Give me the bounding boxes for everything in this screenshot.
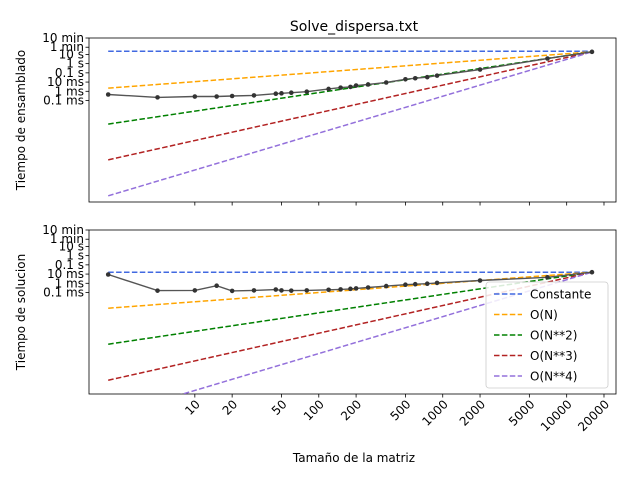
reference-line-o-n-3	[108, 51, 593, 161]
measured-point	[288, 288, 294, 293]
y-tick-label: 0.1 ms	[43, 94, 84, 108]
measured-point	[545, 274, 550, 280]
chart-title: Solve_dispersa.txt	[290, 19, 419, 35]
y-axis-label: Tiempo de solucion	[14, 254, 28, 371]
y-tick-label: 0.1 ms	[43, 286, 84, 300]
y-tick-label: 1 min	[50, 232, 84, 246]
measured-point	[192, 94, 198, 99]
legend-label: O(N)	[530, 308, 558, 322]
measured-point	[434, 73, 440, 78]
y-axis-label: Tiempo de ensamblado	[14, 50, 28, 192]
measured-point	[288, 90, 294, 96]
x-tick-label: 100	[301, 397, 327, 423]
x-axis-label: Tamaño de la matriz	[292, 451, 415, 465]
measured-point	[105, 92, 111, 97]
x-tick-label: 20	[220, 397, 241, 418]
legend-frame	[485, 281, 609, 389]
measured-point	[424, 74, 430, 80]
y-tick-label: 1 min	[50, 40, 84, 54]
y-tick-label: 10 min	[42, 223, 84, 237]
measured-point	[477, 278, 483, 283]
measured-point	[229, 93, 235, 99]
y-tick-label: 1 ms	[55, 276, 84, 290]
measured-point	[434, 280, 440, 286]
reference-line-o-n	[108, 271, 593, 309]
measured-point	[412, 75, 418, 81]
legend-label: O(N**3)	[530, 349, 577, 363]
measured-point	[304, 89, 310, 95]
measured-point	[338, 85, 343, 90]
x-tick-label: 50	[269, 397, 290, 418]
reference-line-o-n	[108, 51, 593, 89]
y-tick-label: 10 s	[59, 239, 84, 253]
reference-line-o-n-4	[107, 51, 593, 197]
x-tick-label: 5000	[506, 397, 537, 428]
plot-frame	[88, 37, 617, 203]
legend: Constante O(N) O(N**2) O(N**3) O(N**4)	[485, 281, 609, 389]
measured-point	[326, 86, 331, 92]
measured-point	[304, 288, 310, 293]
measured-point	[279, 288, 284, 293]
measured-point	[424, 281, 430, 287]
measured-point	[273, 91, 279, 96]
x-tick-label: 2000	[457, 397, 488, 428]
measured-point	[214, 283, 219, 288]
measured-point	[251, 93, 257, 98]
y-tick-label: 10 min	[42, 31, 84, 45]
measured-point	[229, 288, 235, 294]
measured-point	[338, 287, 343, 292]
measured-point	[348, 84, 353, 90]
x-tick-label: 1000	[419, 397, 450, 428]
y-tick-label: 1 ms	[55, 84, 84, 98]
measured-point	[348, 286, 353, 292]
y-tick-label: 0.1 s	[55, 66, 84, 80]
measured-point	[383, 80, 389, 85]
measured-point	[412, 281, 418, 287]
y-tick-label: 10 ms	[47, 75, 84, 89]
measured-point	[155, 288, 160, 293]
x-tick-label: 200	[338, 397, 364, 423]
measured-point	[589, 269, 595, 275]
x-tick-label: 500	[387, 397, 413, 423]
y-tick-label: 1 s	[66, 57, 84, 71]
measured-point	[589, 49, 595, 55]
measured-point	[365, 285, 371, 290]
measured-point	[383, 283, 389, 289]
x-tick-label: 10000	[538, 397, 575, 434]
x-tick-label: 20000	[575, 397, 612, 434]
measured-point	[353, 286, 359, 291]
y-tick-label: 1 s	[66, 249, 84, 263]
plot-frame	[88, 229, 617, 395]
measured-series-line	[108, 51, 593, 99]
y-tick-label: 0.1 s	[55, 258, 84, 272]
measured-point	[403, 282, 408, 288]
measured-point	[105, 272, 111, 277]
measured-point	[192, 288, 198, 293]
measured-point	[326, 287, 331, 293]
legend-label: Constante	[530, 288, 591, 302]
legend-label: O(N**4)	[530, 370, 577, 384]
measured-point	[251, 288, 257, 293]
measured-point	[477, 67, 483, 72]
x-tick-label: 10	[182, 397, 203, 418]
measured-point	[403, 77, 408, 82]
measured-point	[155, 95, 160, 100]
y-tick-label: 10 ms	[47, 267, 84, 281]
legend-label: O(N**2)	[530, 329, 577, 343]
y-tick-label: 10 s	[59, 47, 84, 61]
measured-point	[214, 94, 219, 99]
measured-point	[353, 83, 359, 88]
measured-point	[545, 56, 550, 61]
measured-point	[273, 287, 279, 292]
measured-point	[365, 82, 371, 87]
measured-point	[279, 91, 284, 96]
